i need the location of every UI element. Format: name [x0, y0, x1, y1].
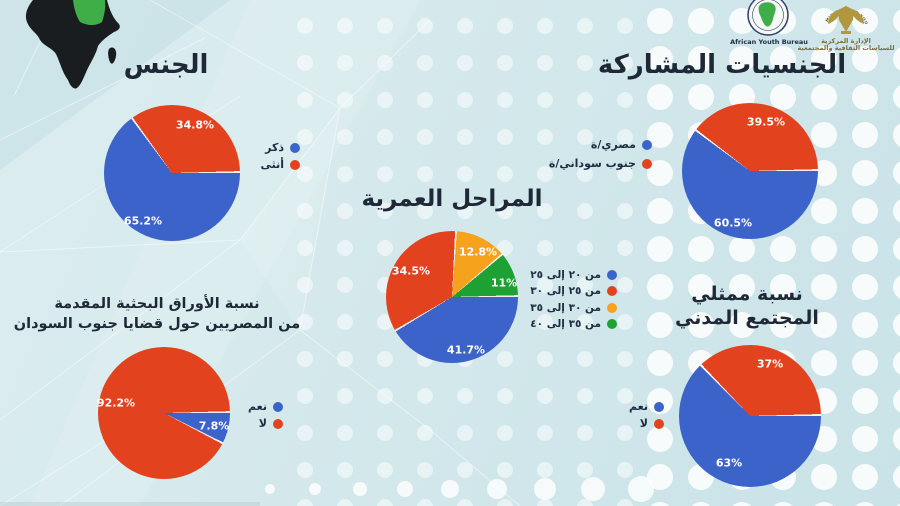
legend-label: نعم: [248, 400, 267, 413]
chart-civil-society-title-line2: المجتمع المدني: [675, 307, 819, 329]
chart-civil-society-pct-no: 37%: [756, 357, 784, 371]
legend-label: من ٢٥ إلى ٣٠: [530, 285, 601, 298]
chart-civil-society-pct-yes: 63%: [715, 456, 743, 470]
legend-label: جنوب سوداني/ة: [548, 157, 636, 170]
legend-item: لا: [198, 415, 283, 432]
chart-ages-pct-35-40: 11%: [490, 276, 518, 290]
legend-label: نعم: [629, 400, 648, 413]
chart-papers-pct-yes: 7.8%: [198, 419, 230, 433]
legend-dot-red: [607, 286, 617, 297]
legend-label: لا: [258, 417, 267, 430]
legend-dot-blue: [654, 401, 664, 412]
chart-papers-pct-no: 92.2%: [96, 396, 136, 410]
chart-nationalities-pct-egyptian: 60.5%: [713, 216, 753, 230]
legend-item: لا: [578, 415, 664, 432]
african-youth-bureau-caption: African Youth Bureau: [730, 38, 808, 46]
legend-label: لا: [639, 417, 648, 430]
legend-label: من ٢٠ إلى ٢٥: [530, 269, 601, 282]
legend-item: نعم: [578, 398, 664, 415]
legend-dot-blue: [290, 142, 300, 153]
legend-item: ذكر: [205, 139, 300, 156]
african-youth-bureau-logo: [747, 0, 789, 36]
legend-label: من ٣٥ إلى ٤٠: [530, 318, 601, 331]
chart-papers-pie: [98, 347, 230, 479]
chart-gender-pct-male: 65.2%: [123, 214, 163, 228]
legend-item: أنثى: [205, 156, 300, 173]
legend-dot-blue: [607, 270, 617, 281]
chart-ages-pie: [386, 231, 518, 363]
chart-gender-legend: ذكر أنثى: [205, 139, 300, 173]
chart-papers-title-line2: من المصريين حول قضايا جنوب السودان: [13, 316, 301, 332]
chart-papers-title-line1: نسبة الأوراق البحثية المقدمة: [54, 296, 260, 312]
chart-gender-pct-female: 34.8%: [175, 118, 215, 132]
chart-nationalities-legend: مصري/ة جنوب سوداني/ة: [540, 135, 652, 173]
legend-dot-blue: [273, 401, 283, 412]
legend-item: من ٢٥ إلى ٣٠: [498, 283, 617, 299]
legend-dot-red: [654, 418, 664, 429]
legend-dot-green: [607, 319, 617, 330]
chart-nationalities-pie: [682, 103, 818, 239]
legend-dot-red: [642, 158, 652, 169]
legend-item: من ٣٠ إلى ٣٥: [498, 300, 617, 316]
africa-map-graphic: [25, 0, 120, 89]
legend-dot-red: [290, 159, 300, 170]
chart-gender-title: الجنس: [123, 50, 209, 80]
legend-dot-red: [273, 418, 283, 429]
chart-papers-legend: نعم لا: [198, 398, 283, 432]
legend-dot-orange: [607, 302, 617, 313]
chart-ages-pct-20-25: 41.7%: [446, 343, 486, 357]
legend-label: ذكر: [265, 141, 284, 154]
legend-dot-blue: [642, 139, 652, 150]
ministry-of-youth-logo: MINISTRY OF YOUTH AND SPORTS: [818, 0, 869, 34]
ministry-caption-line2: للسياسات الثقافية والمجتمعية: [797, 44, 895, 52]
legend-item: من ٣٥ إلى ٤٠: [498, 316, 617, 332]
legend-item: نعم: [198, 398, 283, 415]
chart-civil-society-title-line1: نسبة ممثلي: [691, 283, 803, 305]
legend-label: أنثى: [260, 158, 284, 171]
legend-item: مصري/ة: [540, 135, 652, 154]
chart-civil-society-legend: نعم لا: [578, 398, 664, 432]
chart-ages-pct-25-30: 34.5%: [391, 264, 431, 278]
legend-label: من ٣٠ إلى ٣٥: [530, 301, 601, 314]
ministry-caption: الإدارة المركزية للسياسات الثقافية والمج…: [797, 38, 894, 52]
legend-item: من ٢٠ إلى ٢٥: [498, 267, 617, 283]
chart-ages-legend: من ٢٠ إلى ٢٥ من ٢٥ إلى ٣٠ من ٣٠ إلى ٣٥ م…: [498, 267, 617, 332]
chart-ages-title: المراحل العمرية: [361, 186, 543, 212]
chart-gender-pie: [104, 105, 240, 241]
legend-label: مصري/ة: [590, 138, 636, 151]
chart-nationalities-pct-south-sudanese: 39.5%: [746, 115, 786, 129]
chart-papers-title: نسبة الأوراق البحثية المقدمة من المصريين…: [14, 294, 300, 334]
chart-civil-society-pie: [679, 345, 821, 487]
legend-item: جنوب سوداني/ة: [540, 154, 652, 173]
chart-nationalities-title: الجنسيات المشاركة: [597, 50, 847, 80]
chart-civil-society-title: نسبة ممثلي المجتمع المدني: [675, 282, 819, 330]
ministry-caption-line1: الإدارة المركزية: [821, 37, 871, 45]
chart-ages-pct-30-35: 12.8%: [458, 245, 498, 259]
